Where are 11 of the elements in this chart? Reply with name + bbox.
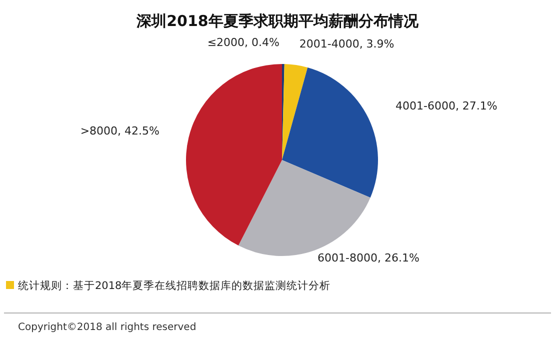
slice-label: 6001-8000, 26.1%: [318, 252, 420, 265]
slice-label: ≤2000, 0.4%: [207, 36, 280, 50]
chart-title: 深圳2018年夏季求职期平均薪酬分布情况: [136, 12, 420, 30]
pie-slice: [186, 64, 282, 246]
slice-label: 4001-6000, 27.1%: [396, 99, 498, 112]
slice-label: >8000, 42.5%: [80, 124, 160, 138]
text: 统计规则：基于2018年夏季在线招聘数据库的数据监测统计分析: [18, 279, 331, 292]
pie-slice: [282, 64, 308, 160]
text: Copyright©2018 all rights reserved: [18, 322, 196, 333]
slice-label: 2001-4000, 3.9%: [299, 37, 394, 50]
pie-slice: [282, 67, 378, 198]
